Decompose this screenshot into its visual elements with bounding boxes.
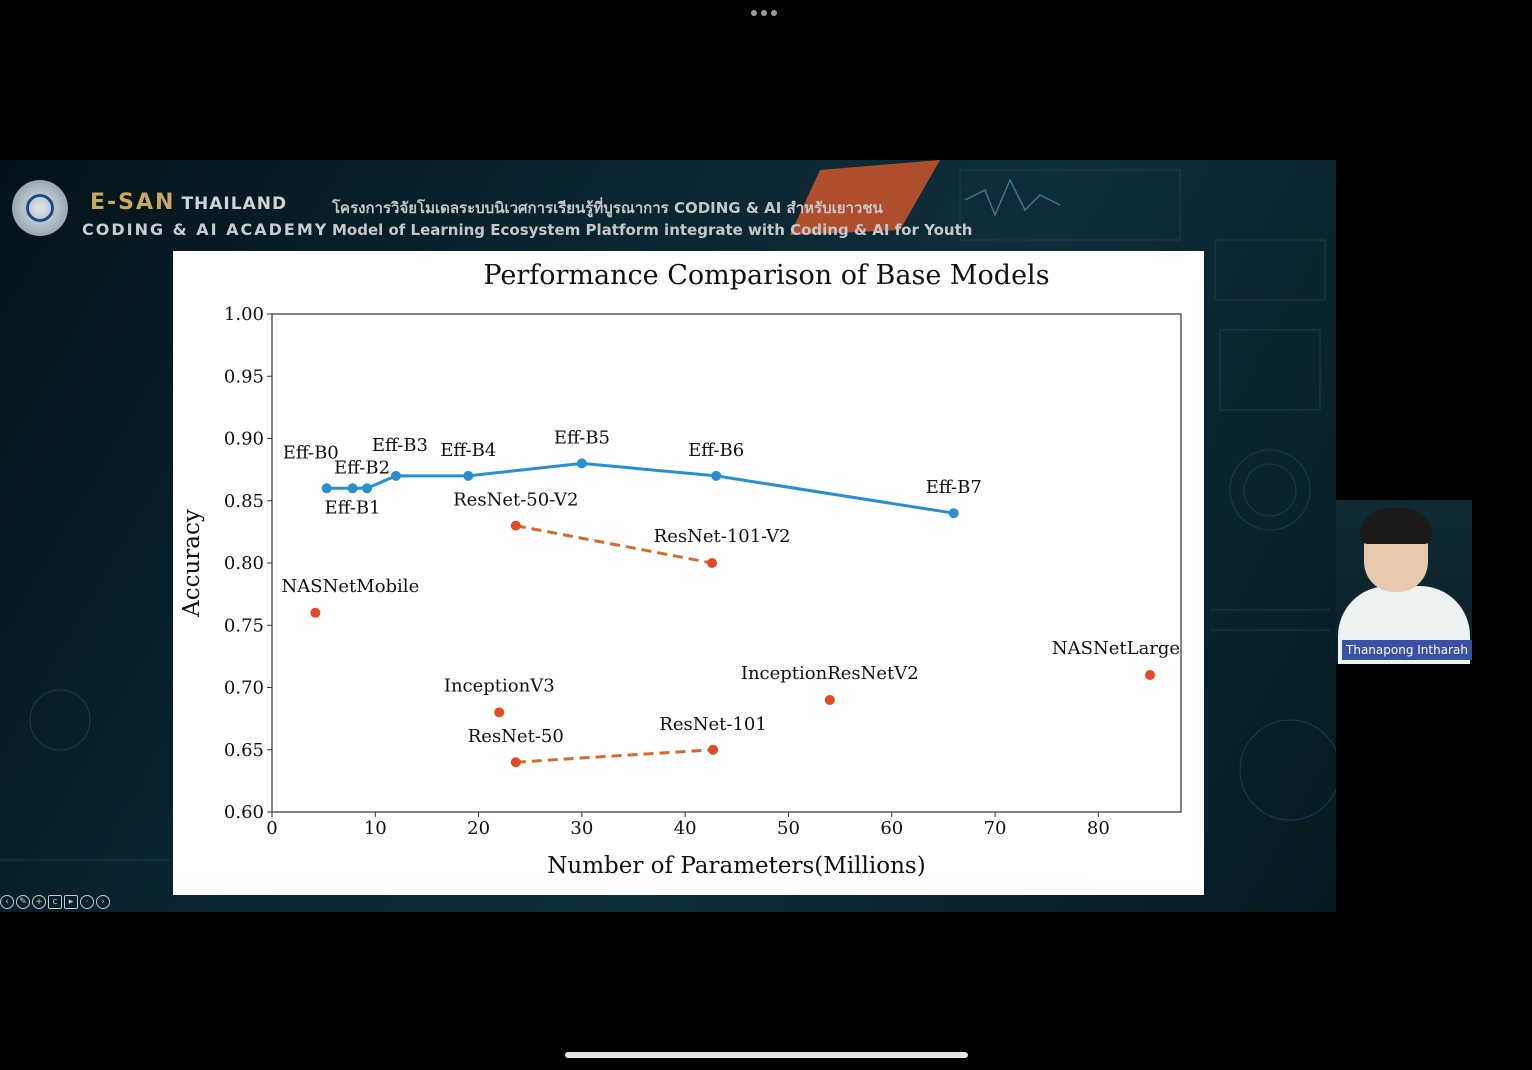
y-tick-label: 0.60 — [224, 802, 264, 823]
data-point — [510, 757, 521, 768]
y-tick-label: 0.80 — [224, 553, 264, 574]
point-label: Eff-B7 — [926, 477, 982, 498]
data-point — [708, 744, 719, 755]
point-label: Eff-B6 — [688, 440, 744, 461]
data-point — [310, 607, 321, 618]
x-tick-label: 20 — [467, 818, 490, 839]
home-indicator[interactable] — [565, 1052, 968, 1058]
series-line-2 — [515, 748, 714, 764]
y-tick-label: 0.85 — [224, 491, 264, 512]
point-label: Eff-B5 — [554, 427, 610, 448]
data-point — [463, 470, 474, 481]
x-axis-label: Number of Parameters(Millions) — [547, 853, 925, 879]
y-tick-label: 0.70 — [224, 678, 264, 699]
series-line-1 — [515, 524, 713, 565]
y-tick-label: 0.75 — [224, 615, 264, 636]
plot-frame — [271, 313, 1182, 813]
x-tick-label: 10 — [364, 818, 387, 839]
academy-logo — [12, 180, 68, 236]
point-label: NASNetMobile — [282, 576, 420, 597]
pen-icon[interactable]: ✎ — [16, 895, 30, 909]
x-tick-label: 60 — [880, 818, 903, 839]
presenter-hair — [1360, 508, 1432, 544]
x-tick-label: 0 — [266, 818, 277, 839]
chart-title: Performance Comparison of Base Models — [483, 260, 1049, 291]
tagline-thai: โครงการวิจัยโมเดลระบบนิเวศการเรียนรู้ที่… — [332, 199, 883, 217]
point-label: ResNet-50-V2 — [453, 490, 578, 511]
brand-subtitle: CODING & AI ACADEMY — [82, 220, 329, 239]
slide-banner: E-SAN THAILAND CODING & AI ACADEMY โครงกา… — [0, 160, 1336, 250]
x-tick-label: 80 — [1087, 818, 1110, 839]
data-point — [390, 470, 401, 481]
data-point — [824, 694, 835, 705]
point-label: Eff-B0 — [283, 442, 339, 463]
point-label: Eff-B1 — [325, 497, 381, 518]
y-tick-label: 0.95 — [224, 366, 264, 387]
point-label: InceptionV3 — [444, 675, 555, 696]
y-tick-label: 0.90 — [224, 429, 264, 450]
point-label: ResNet-101-V2 — [654, 526, 791, 547]
point-label: Eff-B2 — [334, 457, 390, 478]
data-point — [494, 707, 505, 718]
data-point — [510, 520, 521, 531]
series-line-0 — [326, 461, 954, 515]
brand-name: E-SAN THAILAND — [90, 190, 288, 215]
data-point — [948, 508, 959, 519]
data-point — [707, 558, 718, 568]
tagline-english: Model of Learning Ecosystem Platform int… — [332, 221, 973, 239]
x-tick-label: 40 — [674, 818, 697, 839]
point-label: Eff-B3 — [372, 435, 428, 456]
video-icon[interactable]: ▸ — [64, 895, 78, 909]
slide-background — [0, 160, 1336, 861]
more-dots-icon[interactable] — [751, 10, 781, 20]
captions-icon[interactable]: c — [48, 895, 62, 909]
chart-card: Performance Comparison of Base Models 0 10… — [173, 251, 1204, 895]
more-icon[interactable]: · — [80, 895, 94, 909]
point-label: NASNetLarge — [1052, 638, 1180, 659]
x-tick-label: 70 — [984, 818, 1007, 839]
data-point — [1145, 670, 1156, 681]
point-label: ResNet-50 — [468, 726, 564, 747]
x-tick-label: 30 — [570, 818, 593, 839]
presenter-name: Thanapong Intharah — [1342, 640, 1472, 660]
next-icon[interactable]: › — [96, 895, 110, 909]
presenter-video[interactable]: Thanapong Intharah — [1336, 500, 1472, 664]
y-axis-label: Accuracy — [179, 509, 205, 618]
data-point — [321, 483, 332, 494]
data-point — [711, 470, 722, 481]
point-label: Eff-B4 — [440, 440, 496, 461]
point-label: InceptionResNetV2 — [741, 663, 919, 684]
slide-toolbar: ‹ ✎ + c ▸ · › — [0, 893, 110, 911]
data-point — [347, 483, 358, 494]
y-tick-label: 0.65 — [224, 740, 264, 761]
data-point — [576, 458, 587, 469]
zoom-icon[interactable]: + — [32, 895, 46, 909]
chart-svg: Performance Comparison of Base Models 0 10… — [179, 260, 1182, 879]
y-tick-label: 1.00 — [224, 304, 264, 325]
data-point — [362, 483, 373, 494]
x-tick-label: 50 — [777, 818, 800, 839]
prev-icon[interactable]: ‹ — [0, 895, 14, 909]
point-label: ResNet-101 — [659, 714, 767, 735]
